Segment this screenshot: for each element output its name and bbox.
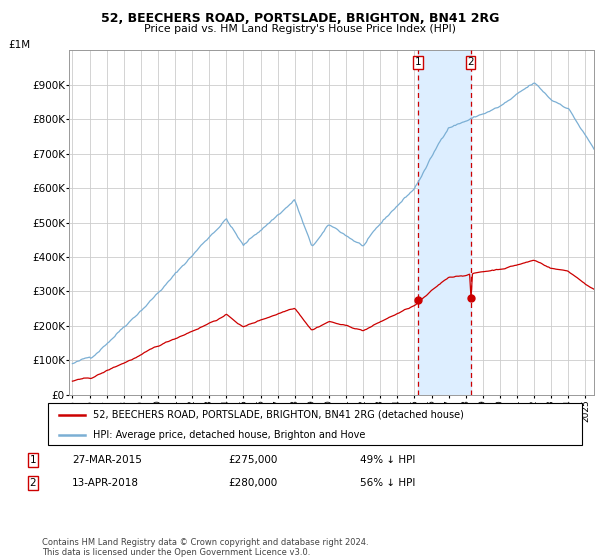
- Text: 1: 1: [415, 57, 422, 67]
- Text: 27-MAR-2015: 27-MAR-2015: [72, 455, 142, 465]
- Text: HPI: Average price, detached house, Brighton and Hove: HPI: Average price, detached house, Brig…: [94, 430, 366, 440]
- Text: £1M: £1M: [8, 40, 31, 50]
- Text: 2: 2: [29, 478, 37, 488]
- Text: 56% ↓ HPI: 56% ↓ HPI: [360, 478, 415, 488]
- Text: 13-APR-2018: 13-APR-2018: [72, 478, 139, 488]
- Bar: [418, 50, 470, 395]
- Text: Price paid vs. HM Land Registry's House Price Index (HPI): Price paid vs. HM Land Registry's House …: [144, 24, 456, 34]
- Text: 1: 1: [29, 455, 37, 465]
- Text: 49% ↓ HPI: 49% ↓ HPI: [360, 455, 415, 465]
- Text: £280,000: £280,000: [228, 478, 277, 488]
- FancyBboxPatch shape: [48, 403, 582, 445]
- Text: Contains HM Land Registry data © Crown copyright and database right 2024.
This d: Contains HM Land Registry data © Crown c…: [42, 538, 368, 557]
- Text: £275,000: £275,000: [228, 455, 277, 465]
- Text: 52, BEECHERS ROAD, PORTSLADE, BRIGHTON, BN41 2RG (detached house): 52, BEECHERS ROAD, PORTSLADE, BRIGHTON, …: [94, 410, 464, 420]
- Text: 52, BEECHERS ROAD, PORTSLADE, BRIGHTON, BN41 2RG: 52, BEECHERS ROAD, PORTSLADE, BRIGHTON, …: [101, 12, 499, 25]
- Text: 2: 2: [467, 57, 474, 67]
